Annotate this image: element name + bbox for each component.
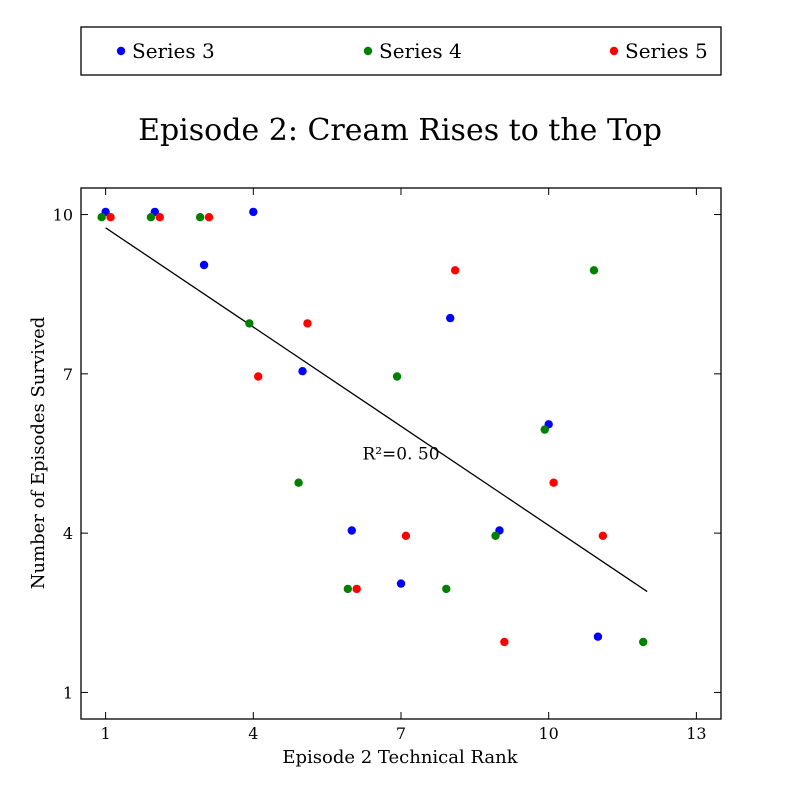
data-point xyxy=(199,260,209,270)
data-point xyxy=(598,531,608,541)
data-point xyxy=(396,579,406,588)
data-point xyxy=(303,319,312,328)
data-point xyxy=(204,213,214,222)
data-point xyxy=(343,584,353,594)
data-point xyxy=(347,526,356,535)
x-tick-label: 1 xyxy=(101,724,111,743)
data-point xyxy=(442,584,451,594)
data-point xyxy=(245,319,254,328)
x-axis-label: Episode 2 Technical Rank xyxy=(282,747,518,768)
data-point xyxy=(593,632,603,641)
legend-label: Series 3 xyxy=(132,39,215,63)
y-axis-label: Number of Episodes Survived xyxy=(28,317,49,590)
y-tick-label: 1 xyxy=(63,683,73,702)
data-point xyxy=(146,213,156,222)
data-point xyxy=(450,266,460,275)
data-point xyxy=(589,266,599,275)
data-point xyxy=(392,372,402,381)
data-point xyxy=(446,313,455,323)
legend-label: Series 4 xyxy=(379,39,462,63)
data-point xyxy=(549,478,558,487)
legend: Series 3 Series 4 Series 5 xyxy=(80,26,722,76)
legend-label: Series 5 xyxy=(625,39,708,63)
data-point xyxy=(639,637,648,647)
chart-title: Episode 2: Cream Rises to the Top xyxy=(138,113,662,148)
trend-line xyxy=(105,227,648,593)
data-point xyxy=(155,213,164,222)
data-point xyxy=(106,213,115,222)
data-point xyxy=(352,584,361,594)
legend-marker xyxy=(609,46,619,56)
y-tick-label: 7 xyxy=(63,365,73,384)
data-point xyxy=(254,372,263,381)
data-point xyxy=(500,637,509,647)
data-point xyxy=(298,366,307,376)
x-tick-label: 10 xyxy=(539,724,559,743)
r2-annotation: R²=0. 50 xyxy=(362,445,439,465)
legend-marker xyxy=(363,46,373,56)
data-point xyxy=(491,531,500,541)
y-tick-label: 4 xyxy=(63,524,73,543)
y-tick-label: 10 xyxy=(53,206,73,225)
data-point xyxy=(249,207,258,217)
data-point xyxy=(401,531,411,541)
x-tick-label: 4 xyxy=(248,724,258,743)
data-point xyxy=(195,213,205,222)
data-point xyxy=(294,478,303,487)
x-tick-label: 13 xyxy=(686,724,706,743)
x-tick-label: 7 xyxy=(396,724,406,743)
data-point xyxy=(97,213,106,222)
legend-marker xyxy=(116,46,126,56)
data-point xyxy=(540,425,549,434)
